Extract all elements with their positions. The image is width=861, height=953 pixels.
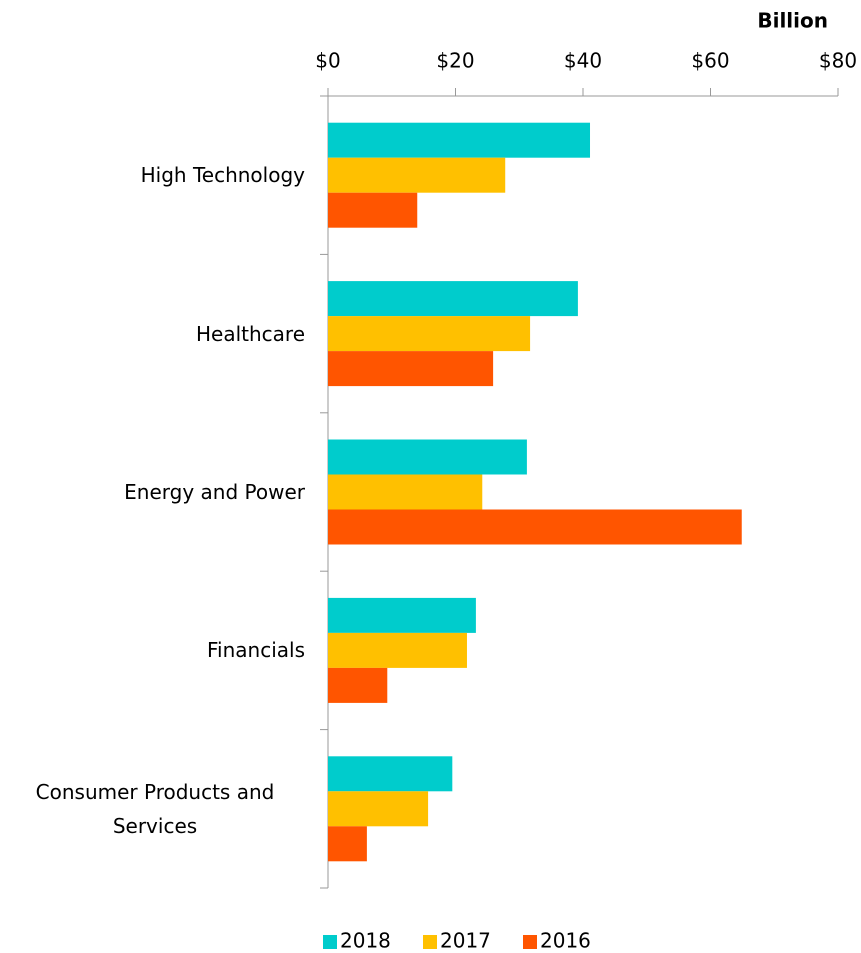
bar	[328, 351, 494, 387]
bar	[328, 281, 578, 317]
bar	[328, 756, 453, 792]
bar	[328, 316, 531, 352]
bar	[328, 667, 388, 703]
legend-swatch	[523, 935, 537, 949]
bar	[328, 192, 418, 228]
bar	[328, 157, 506, 193]
x-tick-label: $80	[819, 49, 857, 73]
bar	[328, 791, 429, 827]
y-tick-label: Consumer Products and Services	[35, 779, 275, 838]
bar	[328, 122, 591, 158]
bar	[328, 632, 467, 668]
legend-swatch	[323, 935, 337, 949]
y-tick-label: High Technology	[140, 163, 305, 188]
bar	[328, 474, 483, 510]
axis-label: Billion	[757, 9, 828, 33]
x-tick-label: $0	[315, 49, 340, 73]
bar	[328, 826, 367, 862]
bar	[328, 439, 527, 475]
legend-swatch	[423, 935, 437, 949]
legend-label: 2016	[540, 929, 591, 953]
x-tick-label: $60	[691, 49, 729, 73]
x-tick-label: $40	[564, 49, 602, 73]
bar	[328, 597, 476, 633]
legend-label: 2017	[440, 929, 491, 953]
y-tick-label: Healthcare	[195, 321, 305, 346]
bar	[328, 509, 742, 545]
legend-label: 2018	[340, 929, 391, 953]
x-tick-label: $20	[436, 49, 474, 73]
y-tick-label: Financials	[207, 638, 305, 663]
y-tick-label: Energy and Power	[124, 480, 305, 504]
